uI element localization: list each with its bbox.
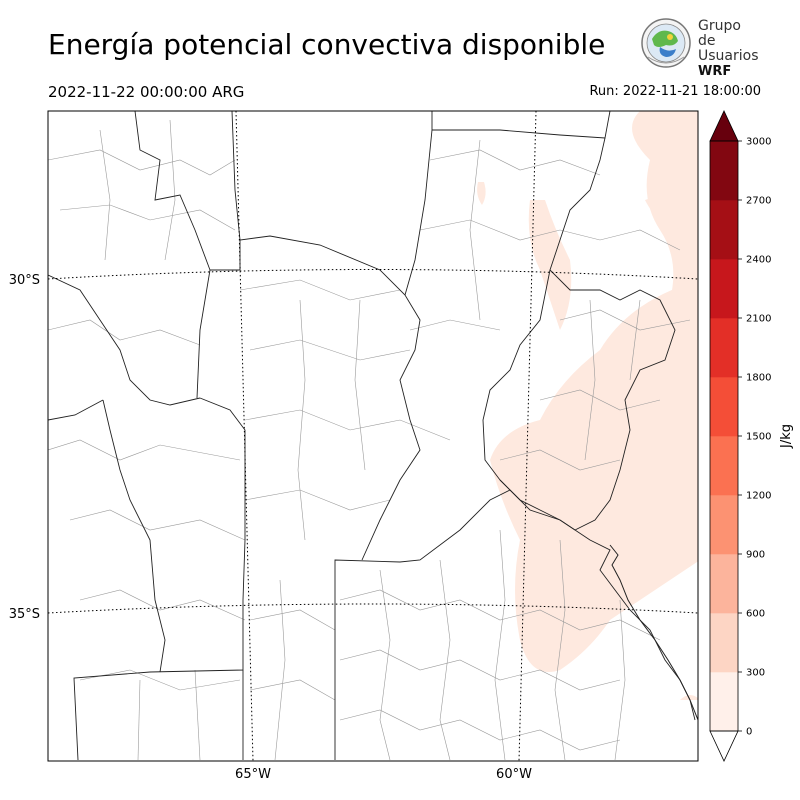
colorbar-over-arrow — [709, 110, 739, 142]
globe-icon — [641, 18, 691, 68]
colorbar-level-label: 1500 — [746, 432, 771, 443]
lat-label: 35°S — [9, 607, 40, 622]
colorbar-level-label: 2100 — [746, 314, 771, 325]
wrf-logo: Grupo de Usuarios WRF — [638, 15, 759, 79]
map-frame — [47, 110, 699, 762]
colorbar-unit: J/kg — [779, 424, 794, 449]
colorbar-segment — [710, 672, 738, 732]
colorbar-segment — [710, 377, 738, 437]
department-boundaries — [48, 119, 691, 761]
valid-time: 2022-11-22 00:00:00 ARG — [48, 83, 245, 101]
logo-line1: Grupo de — [698, 18, 741, 49]
colorbar-level-label: 0 — [746, 727, 752, 738]
lat-label: 30°S — [9, 273, 40, 288]
logo-line3: WRF — [698, 64, 732, 79]
cape-field — [477, 111, 698, 700]
cape-area-ne — [645, 194, 698, 230]
page-title: Energía potencial convectiva disponible — [48, 28, 606, 61]
colorbar-level-label: 900 — [746, 550, 765, 561]
colorbar-level-label: 3000 — [746, 137, 771, 148]
lon-label: 60°W — [496, 767, 532, 782]
lon-label: 65°W — [235, 767, 271, 782]
cape-area-spot — [477, 182, 486, 205]
graticule — [48, 111, 698, 761]
colorbar-level-label: 1200 — [746, 491, 771, 502]
colorbar-level-label: 300 — [746, 668, 765, 679]
colorbar-segment — [710, 436, 738, 496]
colorbar-under-arrow — [709, 730, 739, 762]
colorbar: 0 300 600 900 1200 1500 1800 2100 2400 2700 3000 — [709, 110, 771, 762]
cape-area-main — [632, 111, 698, 700]
logo-line2: Usuarios — [698, 48, 759, 64]
colorbar-level-label: 2700 — [746, 196, 771, 207]
colorbar-segment — [710, 554, 738, 614]
colorbar-level-label: 600 — [746, 609, 765, 620]
cape-area-north — [528, 200, 572, 330]
coastline — [609, 544, 698, 721]
colorbar-level-label: 2400 — [746, 255, 771, 266]
colorbar-segment — [710, 613, 738, 673]
logo-text: Grupo de Usuarios WRF — [698, 18, 759, 80]
colorbar-segment — [710, 141, 738, 201]
colorbar-segment — [710, 200, 738, 260]
colorbar-segment — [710, 259, 738, 319]
run-time: Run: 2022-11-21 18:00:00 — [589, 84, 761, 99]
colorbar-level-label: 1800 — [746, 373, 771, 384]
colorbar-segment — [710, 318, 738, 378]
cape-area-east — [490, 280, 698, 672]
colorbar-segment — [710, 495, 738, 555]
